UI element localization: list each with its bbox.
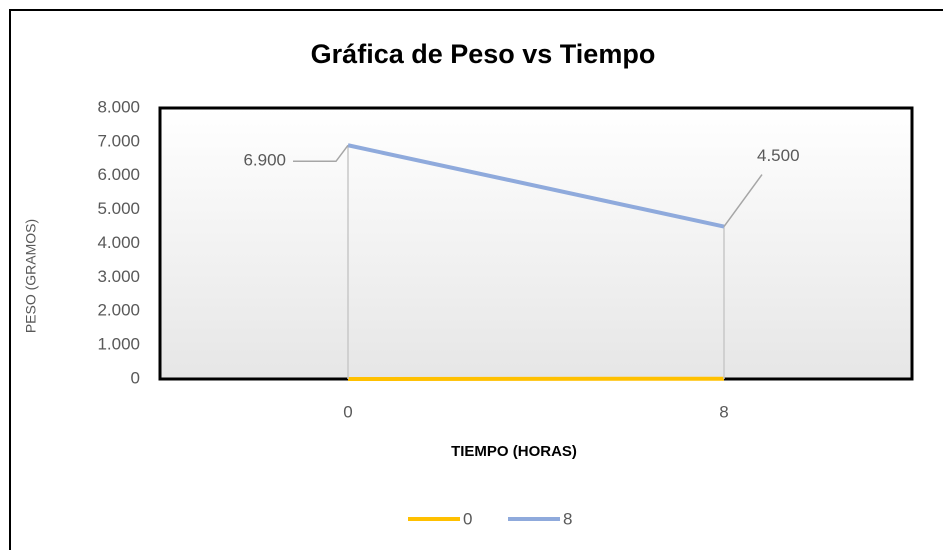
label-leader xyxy=(723,174,763,228)
y-tick-label: 4.000 xyxy=(97,233,140,252)
label-leader xyxy=(293,144,349,163)
data-label: 6.900 xyxy=(243,151,286,170)
x-axis-title: TIEMPO (HORAS) xyxy=(451,443,577,460)
y-tick-label: 6.000 xyxy=(97,165,140,184)
y-axis-title: PESO (GRAMOS) xyxy=(23,219,39,333)
y-tick-label: 7.000 xyxy=(97,131,140,150)
plot-area xyxy=(158,106,914,381)
y-tick-label: 2.000 xyxy=(97,301,140,320)
x-tick-label: 8 xyxy=(719,402,728,421)
y-tick-label: 5.000 xyxy=(97,199,140,218)
y-tick-label: 8.000 xyxy=(97,97,140,116)
y-tick-label: 1.000 xyxy=(97,335,140,354)
x-tick-label: 0 xyxy=(343,402,352,421)
y-tick-label: 0 xyxy=(131,368,140,387)
legend-label: 0 xyxy=(463,509,472,528)
series-line xyxy=(347,143,725,229)
legend-label: 8 xyxy=(563,509,572,528)
y-tick-label: 3.000 xyxy=(97,267,140,286)
data-label: 4.500 xyxy=(757,146,800,165)
chart-title: Gráfica de Peso vs Tiempo xyxy=(311,39,656,69)
